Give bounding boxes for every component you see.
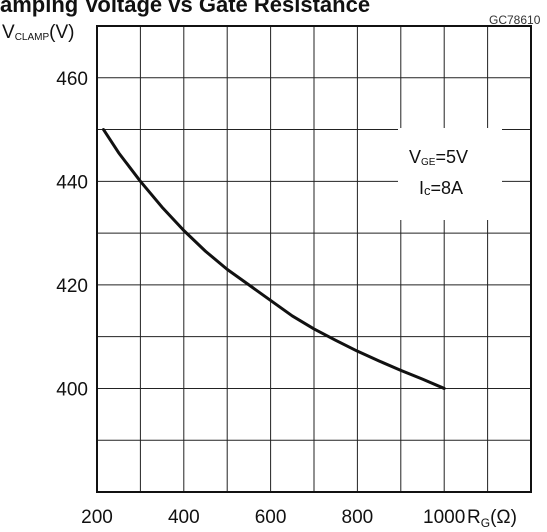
- annotation-ic-main: I: [419, 178, 424, 198]
- y-axis-label: VCLAMP(V): [2, 22, 74, 43]
- x-tick-label: 400: [168, 507, 200, 528]
- y-axis-label-main: V: [2, 22, 15, 43]
- x-axis-label-sub: G: [481, 516, 490, 530]
- y-tick-label: 460: [56, 69, 88, 90]
- annotation-ic: Ic=8A: [419, 178, 463, 198]
- vclamp-curve: [102, 128, 446, 390]
- conditions-annotation: VGE=5V Ic=8A: [398, 128, 502, 220]
- chart-title-fragment: amping Voltage vs Gate Resistance: [0, 0, 370, 17]
- y-tick-label: 420: [56, 276, 88, 297]
- y-axis-label-sub: CLAMP: [15, 32, 50, 43]
- annotation-ic-sub: c: [424, 183, 431, 198]
- grid-lines: [97, 26, 531, 492]
- x-axis-label-main: R: [467, 507, 481, 528]
- x-tick-label: 600: [255, 507, 287, 528]
- y-tick-label: 440: [56, 172, 88, 193]
- y-tick-label: 400: [56, 379, 88, 400]
- annotation-ic-value: =8A: [431, 178, 464, 198]
- annotation-vge-main: V: [409, 147, 421, 167]
- annotation-vge: VGE=5V: [409, 147, 468, 168]
- x-tick-label: 800: [342, 507, 374, 528]
- x-tick-label: 1000: [423, 507, 465, 528]
- x-axis-label-unit: (Ω): [490, 507, 517, 528]
- annotation-background: [398, 128, 502, 220]
- x-tick-labels: 200 400 600 800 1000: [81, 507, 465, 528]
- y-tick-labels: 400 420 440 460: [56, 69, 88, 401]
- x-tick-label: 200: [81, 507, 113, 528]
- annotation-vge-sub: GE: [421, 157, 436, 168]
- y-axis-label-unit: (V): [49, 22, 74, 43]
- x-axis-label: RG(Ω): [467, 507, 517, 530]
- annotation-vge-value: =5V: [435, 147, 468, 167]
- figure-code: GC78610: [489, 13, 541, 27]
- plot-frame: [96, 25, 532, 493]
